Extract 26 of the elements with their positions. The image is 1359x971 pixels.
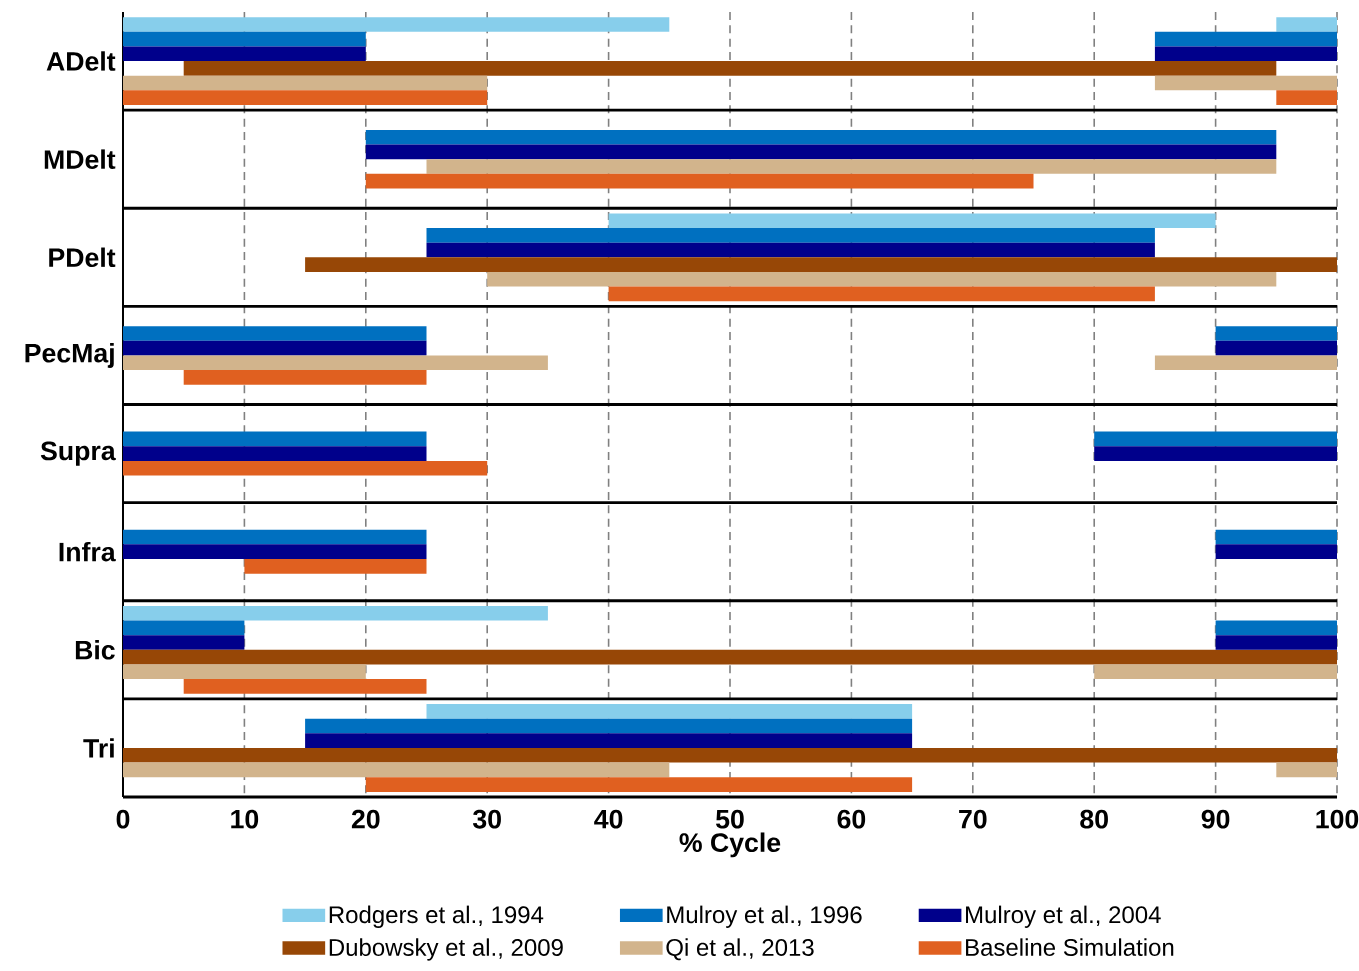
x-tick-label: 50 xyxy=(715,809,744,829)
y-tick-label: Bic xyxy=(75,640,115,660)
y-tick-label: Supra xyxy=(40,441,116,466)
legend-label: Mulroy et al., 1996 xyxy=(667,905,862,928)
x-tick-label: 30 xyxy=(472,809,501,829)
legend-label: Dubowsky et al., 2009 xyxy=(329,938,563,961)
legend-label: Mulroy et al., 2004 xyxy=(966,905,1161,928)
legend-label: Baseline Simulation xyxy=(966,938,1174,956)
x-tick-label: 90 xyxy=(1201,809,1230,829)
y-tick-label: Tri xyxy=(83,738,114,758)
x-tick-label: 100 xyxy=(1316,809,1359,829)
y-tick-label: PecMaj xyxy=(25,343,114,368)
x-tick-label: 20 xyxy=(351,809,380,829)
x-tick-label: 10 xyxy=(231,809,259,829)
x-tick-label: 80 xyxy=(1080,809,1108,829)
x-tick-label: 0 xyxy=(116,809,130,829)
y-tick-label: PDelt xyxy=(49,247,116,268)
x-tick-label: 70 xyxy=(959,809,987,829)
legend-label: Rodgers et al., 1994 xyxy=(329,905,544,928)
legend-label: Qi et al., 2013 xyxy=(666,938,814,961)
y-tick-label: ADelt xyxy=(46,51,116,71)
y-tick-label: Infra xyxy=(59,541,116,562)
x-tick-label: 60 xyxy=(837,809,866,829)
x-tick-label: 40 xyxy=(594,809,623,829)
x-axis-title: % Cycle xyxy=(679,832,781,858)
y-tick-label: MDelt xyxy=(44,149,116,169)
